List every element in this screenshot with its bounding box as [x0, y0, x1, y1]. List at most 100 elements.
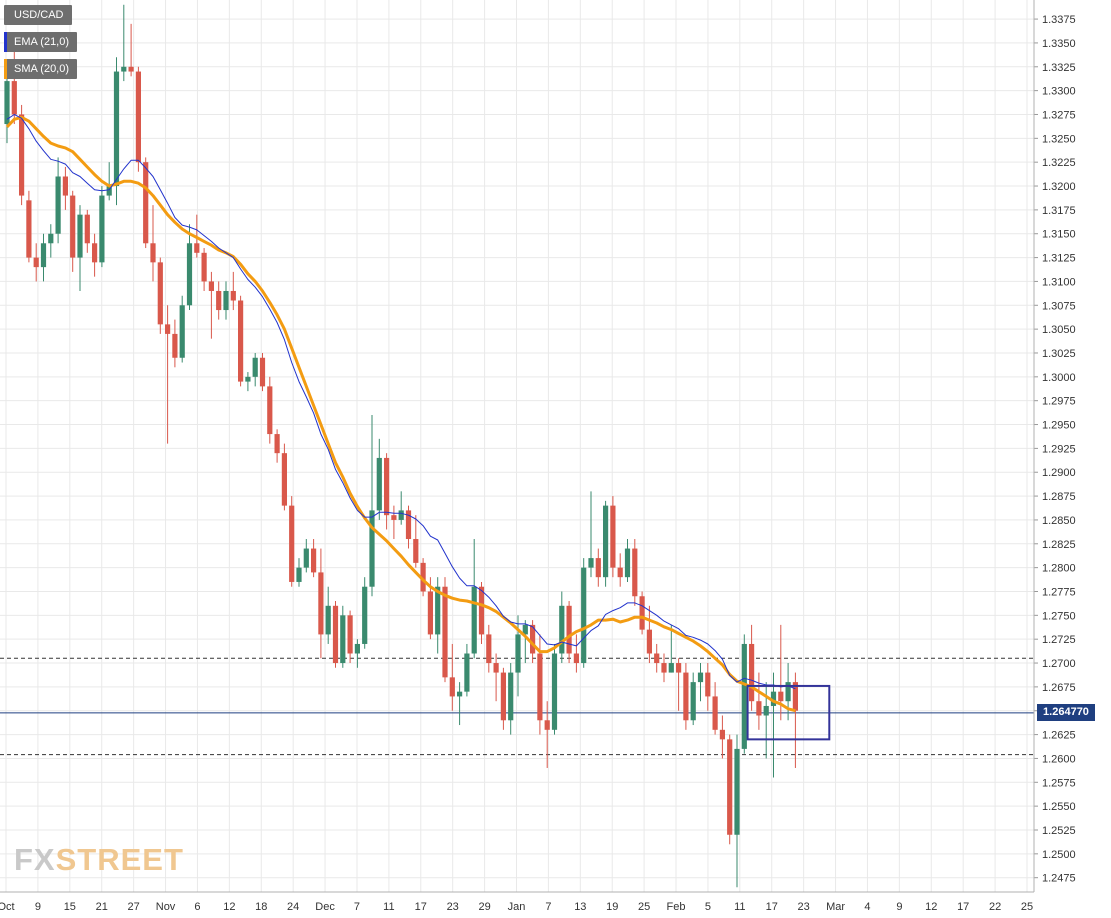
x-tick-label: 15	[64, 901, 76, 913]
candle-body-up	[340, 615, 346, 664]
candle-body-down	[143, 162, 149, 244]
candle-body-down	[792, 682, 798, 711]
candle-body-up	[55, 176, 61, 234]
x-tick-label: 13	[574, 901, 586, 913]
candle-body-down	[530, 624, 536, 654]
x-tick-label: 4	[864, 901, 870, 913]
y-tick-label: 1.2925	[1042, 443, 1076, 455]
candle-body-up	[588, 558, 594, 568]
x-tick-label: 11	[734, 901, 745, 913]
y-tick-label: 1.3300	[1042, 86, 1076, 98]
candle-body-up	[362, 586, 368, 644]
candle-body-down	[26, 200, 32, 258]
candle-body-down	[194, 243, 200, 253]
y-tick-label: 1.3200	[1042, 181, 1076, 193]
y-tick-label: 1.2600	[1042, 753, 1076, 765]
x-tick-label: 17	[415, 901, 427, 913]
x-tick-label: 6	[194, 901, 200, 913]
x-tick-label: Oct	[0, 901, 15, 913]
candle-body-up	[106, 186, 112, 196]
candle-body-down	[427, 591, 433, 635]
candle-body-up	[77, 214, 83, 258]
grid	[0, 0, 1034, 892]
candle-body-down	[311, 548, 317, 573]
candle-body-up	[4, 81, 10, 125]
candle-body-up	[186, 243, 193, 306]
candle-body-down	[274, 434, 280, 454]
y-tick-label: 1.3350	[1042, 38, 1076, 50]
legend-sma[interactable]: SMA (20,0)	[4, 59, 78, 79]
candle-body-down	[157, 262, 163, 325]
legend-ema-label: EMA (21,0)	[14, 36, 70, 48]
y-tick-label: 1.3275	[1042, 109, 1076, 121]
y-tick-label: 1.2725	[1042, 634, 1076, 646]
candle-body-down	[281, 453, 287, 506]
candle-body-up	[121, 66, 127, 72]
candle-body-down	[661, 663, 667, 673]
x-tick-label: 7	[545, 901, 551, 913]
candle-body-up	[581, 567, 587, 664]
candle-body-down	[238, 300, 244, 382]
candle-body-up	[457, 691, 463, 697]
candle-body-down	[216, 290, 222, 311]
candle-body-down	[11, 81, 17, 115]
x-tick-label: Jan	[508, 901, 526, 913]
candle-body-down	[230, 290, 236, 301]
candle-body-up	[464, 653, 470, 692]
candle-body-up	[252, 357, 258, 377]
candle-body-up	[40, 243, 47, 268]
x-tick-label: Mar	[826, 901, 845, 913]
legend-ema[interactable]: EMA (21,0)	[4, 32, 78, 52]
x-tick-label: 12	[925, 901, 937, 913]
x-tick-label: 21	[96, 901, 108, 913]
candle-body-down	[712, 696, 718, 730]
candle-body-up	[376, 457, 382, 511]
candle-body-down	[172, 333, 178, 358]
y-tick-label: 1.3150	[1042, 229, 1076, 241]
y-tick-label: 1.2700	[1042, 658, 1076, 670]
y-tick-label: 1.2850	[1042, 515, 1076, 527]
x-tick-label: 17	[766, 901, 778, 913]
candle-body-up	[508, 672, 514, 721]
candle-body-down	[208, 281, 214, 291]
candle-body-down	[756, 701, 762, 716]
legend-symbol[interactable]: USD/CAD	[4, 5, 72, 25]
x-tick-label: 5	[705, 901, 711, 913]
candle-body-up	[223, 290, 229, 311]
candle-body-down	[84, 214, 90, 244]
candle-body-down	[654, 653, 660, 664]
candle-body-up	[325, 605, 331, 635]
candle-body-down	[617, 567, 623, 578]
candle-body-up	[551, 653, 558, 730]
y-tick-label: 1.2475	[1042, 873, 1076, 885]
candle-body-down	[70, 195, 76, 258]
candle-body-down	[413, 539, 419, 563]
x-tick-label: Feb	[667, 901, 686, 913]
candle-body-up	[697, 672, 704, 683]
candle-body-up	[603, 505, 609, 578]
y-tick-label: 1.2500	[1042, 849, 1076, 861]
axes: 1.2475 1.2500 1.2525 1.2550 1.2575 1.2600 1.26…	[0, 0, 1076, 913]
x-tick-label: 19	[606, 901, 618, 913]
y-tick-label: 1.3050	[1042, 324, 1076, 336]
candle-body-down	[128, 66, 134, 72]
x-tick-label: Nov	[156, 901, 176, 913]
y-tick-label: 1.2975	[1042, 396, 1076, 408]
candle-body-up	[763, 705, 769, 716]
y-tick-label: 1.2775	[1042, 586, 1076, 598]
indicator-lines	[5, 114, 796, 713]
x-tick-label: 12	[223, 901, 235, 913]
candle-body-down	[639, 596, 645, 630]
candle-body-down	[33, 257, 39, 268]
candle-body-down	[201, 252, 207, 282]
x-tick-label: 9	[896, 901, 902, 913]
x-tick-label: 27	[128, 901, 140, 913]
candle-body-down	[420, 562, 426, 592]
y-tick-label: 1.3000	[1042, 372, 1076, 384]
candle-body-down	[92, 243, 98, 263]
candle-body-down	[259, 357, 266, 387]
candle-body-down	[537, 653, 543, 721]
y-tick-label: 1.2550	[1042, 801, 1076, 813]
y-tick-label: 1.2625	[1042, 730, 1076, 742]
